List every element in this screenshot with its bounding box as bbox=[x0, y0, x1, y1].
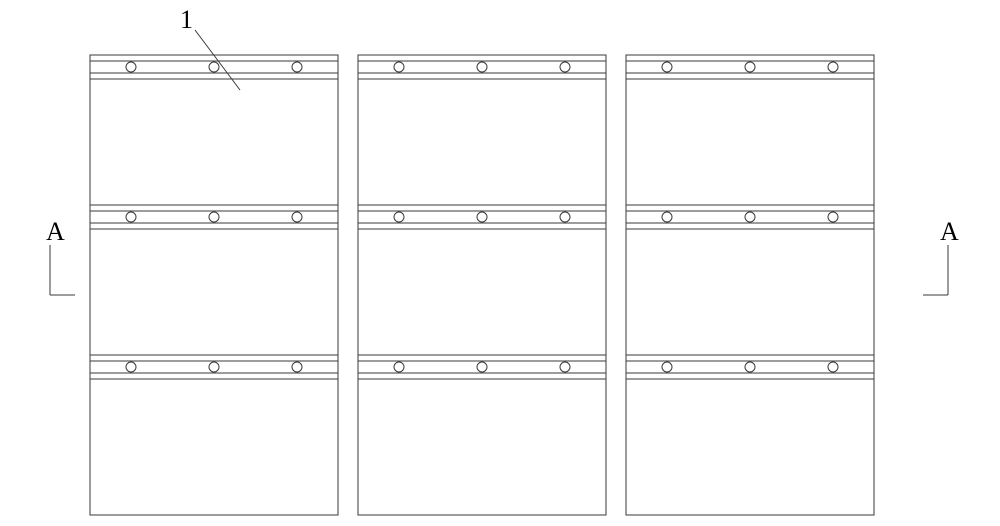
mounting-hole bbox=[292, 362, 302, 372]
mounting-hole bbox=[662, 362, 672, 372]
mounting-hole bbox=[745, 62, 755, 72]
mounting-hole bbox=[745, 212, 755, 222]
panel bbox=[90, 55, 338, 205]
panel bbox=[90, 205, 338, 355]
mounting-hole bbox=[292, 62, 302, 72]
panel bbox=[90, 355, 338, 515]
mounting-hole bbox=[560, 362, 570, 372]
section-label-left: A bbox=[46, 217, 65, 246]
section-marker-right bbox=[923, 245, 948, 295]
mounting-hole bbox=[292, 212, 302, 222]
mounting-hole bbox=[394, 212, 404, 222]
section-marker-left bbox=[50, 245, 75, 295]
mounting-hole bbox=[126, 362, 136, 372]
mounting-hole bbox=[662, 62, 672, 72]
mounting-hole bbox=[828, 212, 838, 222]
panel bbox=[626, 55, 874, 205]
mounting-hole bbox=[560, 212, 570, 222]
mounting-hole bbox=[126, 212, 136, 222]
mounting-hole bbox=[477, 212, 487, 222]
panel bbox=[626, 355, 874, 515]
mounting-hole bbox=[126, 62, 136, 72]
mounting-hole bbox=[662, 212, 672, 222]
mounting-hole bbox=[394, 62, 404, 72]
mounting-hole bbox=[745, 362, 755, 372]
part-number-label: 1 bbox=[180, 5, 193, 34]
section-label-right: A bbox=[940, 217, 959, 246]
mounting-hole bbox=[209, 362, 219, 372]
leader-line bbox=[195, 30, 240, 90]
mounting-hole bbox=[209, 62, 219, 72]
mounting-hole bbox=[394, 362, 404, 372]
mounting-hole bbox=[477, 362, 487, 372]
panel bbox=[358, 355, 606, 515]
mounting-hole bbox=[560, 62, 570, 72]
mounting-hole bbox=[477, 62, 487, 72]
mounting-hole bbox=[209, 212, 219, 222]
mounting-hole bbox=[828, 62, 838, 72]
panel bbox=[358, 205, 606, 355]
panel bbox=[626, 205, 874, 355]
panel bbox=[358, 55, 606, 205]
technical-drawing: 1 A A bbox=[0, 0, 1000, 526]
mounting-hole bbox=[828, 362, 838, 372]
